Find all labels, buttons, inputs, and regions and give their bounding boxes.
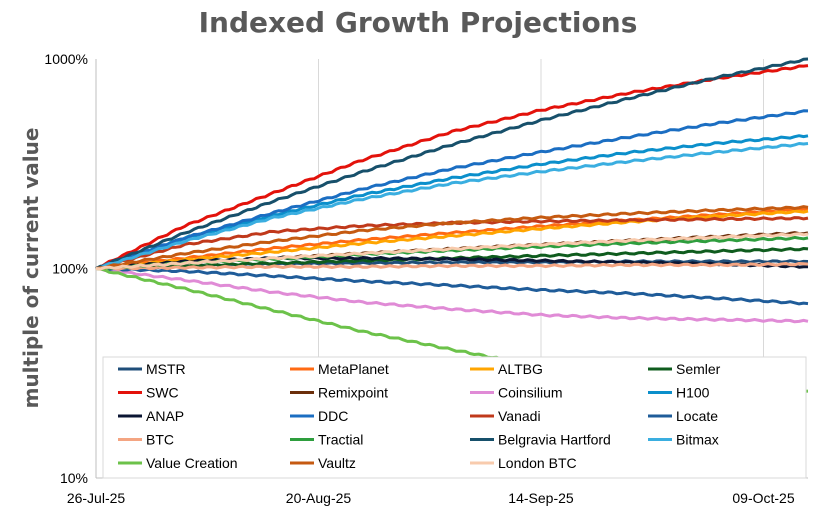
- legend-box: [102, 356, 807, 479]
- legend-label: Coinsilium: [498, 385, 563, 401]
- legend-label: Vaultz: [318, 455, 356, 471]
- legend-label: London BTC: [498, 455, 577, 471]
- y-tick-label: 1000%: [44, 51, 88, 67]
- x-tick-label: 20-Aug-25: [286, 490, 352, 506]
- y-tick-labels: 10% 100% 1000%: [44, 51, 88, 486]
- series-line-coinsilium: [95, 267, 809, 324]
- x-tick-label: 14-Sep-25: [508, 490, 574, 506]
- legend-label: MSTR: [146, 361, 186, 377]
- legend-label: Value Creation: [146, 455, 238, 471]
- legend-label: ALTBG: [498, 361, 543, 377]
- legend-label: ANAP: [146, 408, 184, 424]
- y-tick-label: 100%: [52, 261, 88, 277]
- x-tick-label: 09-Oct-25: [732, 490, 794, 506]
- series-line-locate: [95, 266, 809, 306]
- legend-label: SWC: [146, 385, 179, 401]
- legend: MSTR MetaPlanet ALTBG Semler SWC Remixpoint Co…: [102, 356, 807, 479]
- legend-label: Tractial: [318, 432, 363, 448]
- legend-label: Remixpoint: [318, 385, 388, 401]
- series-line-vaultz: [95, 205, 809, 270]
- y-axis-label: multiple of current value: [19, 128, 43, 409]
- legend-label: Belgravia Hartford: [498, 432, 611, 448]
- legend-label: Bitmax: [676, 432, 719, 448]
- series-line-ddc: [95, 109, 809, 270]
- series-line-btc: [95, 262, 809, 271]
- legend-label: BTC: [146, 432, 174, 448]
- series-lines: [95, 57, 809, 393]
- series-line-altbg: [95, 209, 809, 270]
- legend-label: Locate: [676, 408, 718, 424]
- x-tick-label: 26-Jul-25: [67, 490, 126, 506]
- legend-label: Semler: [676, 361, 721, 377]
- series-line-belgravia-hartford: [95, 57, 809, 270]
- series-line-london-btc: [95, 232, 809, 271]
- legend-label: H100: [676, 385, 710, 401]
- chart-title: Indexed Growth Projections: [199, 6, 638, 39]
- series-line-bitmax: [95, 142, 809, 270]
- legend-label: DDC: [318, 408, 348, 424]
- series-line-metaplanet: [95, 207, 809, 271]
- y-tick-label: 10%: [60, 470, 88, 486]
- legend-label: Vanadi: [498, 408, 541, 424]
- x-tick-labels: 26-Jul-25 20-Aug-25 14-Sep-25 09-Oct-25: [67, 490, 795, 506]
- legend-label: MetaPlanet: [318, 361, 389, 377]
